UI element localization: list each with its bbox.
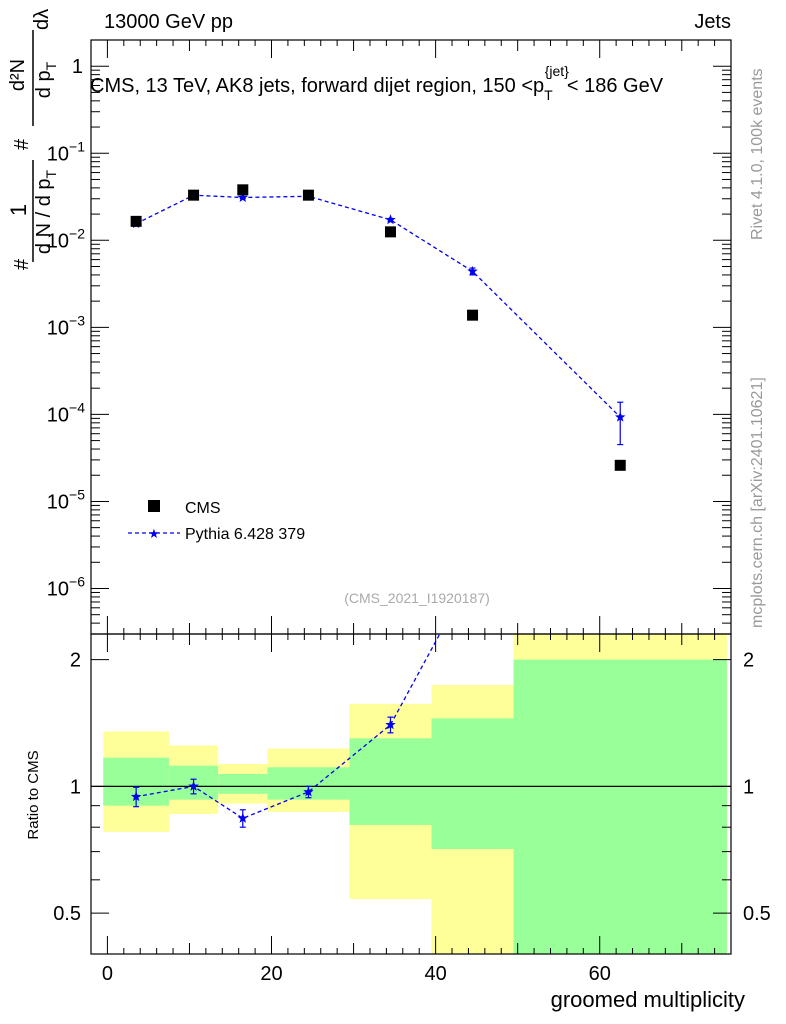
legend-pythia-label: Pythia 6.428 379 — [185, 526, 305, 543]
energy-label: 13000 GeV pp — [104, 11, 233, 33]
cms-point — [237, 184, 249, 196]
main-ytick-label: 10−6 — [47, 573, 85, 600]
main-ytick-label: 1 — [72, 56, 83, 78]
ratio-series — [130, 634, 441, 828]
pythia-point — [385, 214, 396, 225]
rivet-version-label: Rivet 4.1.0, 100k events — [749, 68, 766, 240]
pythia-point — [615, 411, 626, 422]
analysis-watermark: (CMS_2021_I1920187) — [344, 590, 490, 606]
ratio-uncertainty-bands — [103, 634, 727, 954]
cms-point — [188, 189, 200, 201]
cms-point — [614, 459, 626, 471]
pythia-point — [467, 265, 478, 276]
cms-point — [302, 189, 314, 201]
ratio-ytick-label-left: 2 — [70, 650, 81, 672]
ratio-pythia-point — [188, 780, 199, 791]
main-plot-frame — [90, 39, 732, 635]
ylabel-frac1-denominator: d N / d pT — [33, 169, 59, 254]
ratio-ytick-label-right: 2 — [743, 650, 754, 672]
pythia-point — [237, 192, 249, 202]
ratio-ytick-label-right: 1 — [743, 776, 754, 798]
main-ytick-label: 10−1 — [47, 138, 85, 165]
pythia-curve — [135, 194, 621, 418]
ratio-pythia-curve — [135, 634, 441, 820]
cms-point — [384, 226, 396, 238]
cms-point — [130, 215, 142, 227]
legend-pythia-marker: ★ — [148, 526, 160, 541]
ylabel-frac2-numerator: d²N — [7, 59, 29, 91]
main-ytick-label: 10−5 — [47, 486, 85, 513]
legend-cms-label: CMS — [185, 500, 221, 517]
ratio-band-inner-5 — [431, 718, 514, 850]
ylabel-hash-2: # — [11, 138, 33, 150]
ratio-ylabel: Ratio to CMS — [25, 750, 42, 839]
main-plot-title: CMS, 13 TeV, AK8 jets, forward dijet reg… — [90, 63, 664, 103]
ylabel-tail: dλ — [31, 9, 53, 30]
ratio-xtick-label: 0 — [102, 963, 113, 985]
ratio-pythia-point — [385, 719, 396, 730]
legend: CMS ★ Pythia 6.428 379 — [128, 500, 305, 543]
ylabel-frac1-numerator: 1 — [6, 204, 31, 216]
legend-cms-marker — [148, 500, 160, 512]
main-ytick-label: 10−4 — [47, 399, 85, 426]
data-marks — [91, 184, 731, 828]
ratio-xtick-label: 40 — [424, 963, 446, 985]
ratio-band-inner-6 — [513, 659, 727, 954]
mcplots-label: mcplots.cern.ch [arXiv:2401.10621] — [749, 377, 766, 628]
ylabel-frac2-denominator: d pT — [33, 61, 59, 98]
axis-ticks: 10−6 10−5 10−4 10−3 10−2 10−1 1 0 20 40 60 0.5 0.5 1 1… — [47, 39, 771, 985]
category-label: Jets — [694, 11, 731, 33]
ratio-ytick-label-left: 1 — [70, 776, 81, 798]
ratio-band-inner-2 — [218, 773, 268, 794]
ratio-xtick-label: 60 — [589, 963, 611, 985]
xlabel: groomed multiplicity — [551, 987, 745, 1012]
main-ylabel: # 1 d N / d pT # d²N d pT dλ — [6, 9, 59, 270]
ratio-xtick-label: 20 — [260, 963, 282, 985]
ylabel-hash-1: # — [11, 258, 33, 270]
main-ytick-label: 10−3 — [47, 312, 85, 339]
cms-point — [467, 309, 479, 321]
ratio-band-inner-4 — [349, 738, 432, 825]
ratio-ytick-label-left: 0.5 — [53, 903, 81, 925]
main-ytick-label: 10−2 — [47, 225, 85, 252]
ratio-ytick-label-right: 0.5 — [743, 903, 771, 925]
ratio-plot-frame — [90, 633, 732, 955]
ratio-pythia-point — [237, 812, 249, 823]
ratio-pythia-point — [130, 791, 142, 802]
ratio-pythia-point — [303, 786, 314, 797]
